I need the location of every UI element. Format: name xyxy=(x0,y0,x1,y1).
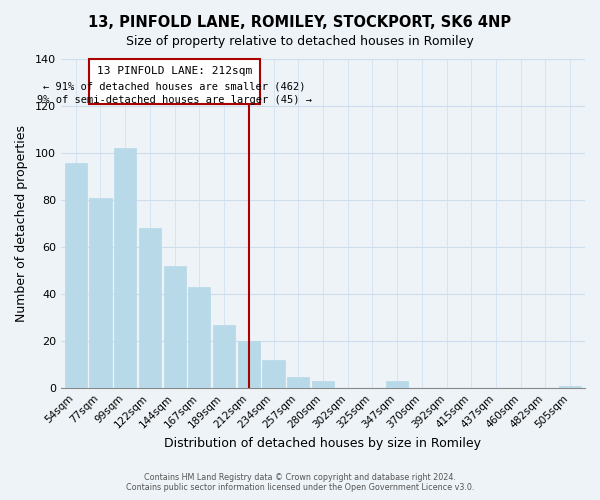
Bar xyxy=(312,382,334,388)
Bar xyxy=(89,198,112,388)
Bar xyxy=(114,148,136,388)
Bar xyxy=(262,360,284,388)
FancyBboxPatch shape xyxy=(89,59,260,104)
Y-axis label: Number of detached properties: Number of detached properties xyxy=(15,125,28,322)
Bar xyxy=(164,266,186,388)
Bar xyxy=(287,376,310,388)
Text: 13 PINFOLD LANE: 212sqm: 13 PINFOLD LANE: 212sqm xyxy=(97,66,252,76)
Text: Size of property relative to detached houses in Romiley: Size of property relative to detached ho… xyxy=(126,35,474,48)
Text: Contains HM Land Registry data © Crown copyright and database right 2024.
Contai: Contains HM Land Registry data © Crown c… xyxy=(126,473,474,492)
Text: 13, PINFOLD LANE, ROMILEY, STOCKPORT, SK6 4NP: 13, PINFOLD LANE, ROMILEY, STOCKPORT, SK… xyxy=(88,15,512,30)
Bar xyxy=(559,386,581,388)
Text: ← 91% of detached houses are smaller (462): ← 91% of detached houses are smaller (46… xyxy=(43,82,306,92)
Bar xyxy=(188,287,211,388)
Bar xyxy=(238,342,260,388)
Bar xyxy=(213,325,235,388)
Bar xyxy=(65,162,87,388)
X-axis label: Distribution of detached houses by size in Romiley: Distribution of detached houses by size … xyxy=(164,437,481,450)
Text: 9% of semi-detached houses are larger (45) →: 9% of semi-detached houses are larger (4… xyxy=(37,96,312,106)
Bar xyxy=(139,228,161,388)
Bar xyxy=(386,382,408,388)
